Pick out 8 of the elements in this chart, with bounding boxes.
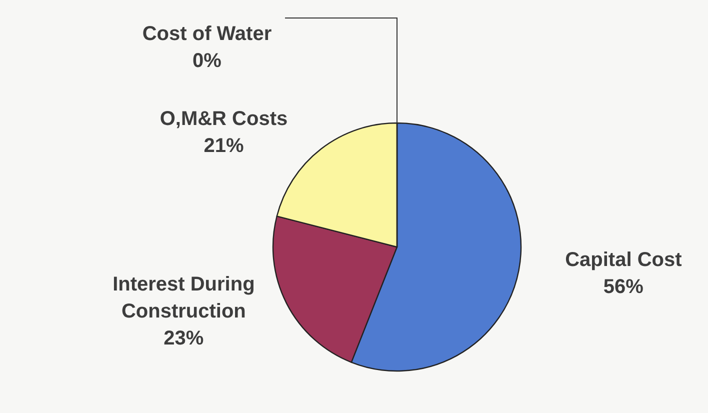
- data-label: 56%: [603, 276, 644, 298]
- data-label: 23%: [164, 328, 204, 350]
- data-label: 21%: [204, 135, 244, 157]
- slice-label: Capital Cost: [565, 248, 682, 271]
- slice-label: O,M&R Costs: [160, 108, 288, 130]
- text: 0%: [192, 50, 222, 72]
- slice-label: Interest During Construction: [112, 274, 255, 323]
- category-label: Cost of Water: [142, 22, 272, 45]
